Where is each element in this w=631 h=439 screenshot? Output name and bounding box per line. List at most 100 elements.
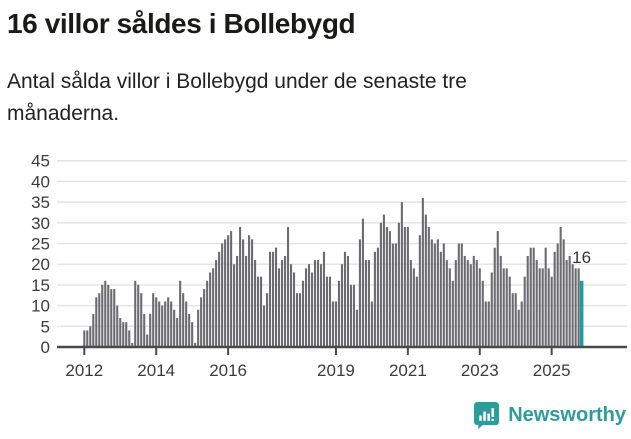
month-bar <box>544 247 547 347</box>
month-bar <box>511 293 514 347</box>
x-axis-tick-label: 2021 <box>389 361 427 380</box>
month-bar <box>221 243 224 347</box>
month-bar <box>86 330 89 347</box>
month-bar <box>182 293 185 347</box>
month-bar <box>260 276 263 347</box>
month-bar <box>331 301 335 347</box>
month-bar <box>149 313 152 347</box>
month-bar <box>337 280 341 347</box>
month-bar <box>532 247 535 347</box>
month-bar <box>346 255 349 347</box>
month-bar <box>191 322 194 347</box>
month-bar <box>161 305 164 347</box>
month-bar <box>322 251 326 347</box>
highlighted-month-bar <box>579 280 584 347</box>
month-bar <box>316 260 320 347</box>
month-bar <box>391 243 394 347</box>
month-bar <box>514 293 517 347</box>
month-bar <box>505 268 508 347</box>
month-bar <box>559 226 562 347</box>
month-bar <box>538 268 541 347</box>
month-bar <box>442 243 445 347</box>
month-bar <box>502 268 505 347</box>
month-bar <box>203 289 206 347</box>
month-bar <box>436 239 439 347</box>
month-bar <box>445 260 448 347</box>
month-bar <box>328 276 332 347</box>
month-bar <box>382 214 385 347</box>
month-bar <box>550 276 553 347</box>
month-bar <box>415 276 418 347</box>
month-bar <box>110 289 113 347</box>
month-bar <box>92 313 95 347</box>
month-bar <box>463 255 466 347</box>
month-bar <box>143 313 146 347</box>
chart-title: 16 villor såldes i Bollebygd <box>7 8 356 39</box>
month-bar <box>367 260 370 347</box>
month-bar <box>334 301 338 347</box>
month-bar <box>361 218 364 347</box>
month-bar <box>248 235 251 347</box>
y-axis-tick-label: 10 <box>31 297 50 316</box>
x-axis-tick-label: 2014 <box>137 361 175 380</box>
month-bar <box>313 260 317 347</box>
month-bar <box>257 276 260 347</box>
month-bar <box>116 305 119 347</box>
month-bar <box>370 301 373 347</box>
month-bar <box>577 268 580 347</box>
month-bar <box>113 289 116 347</box>
month-bar <box>352 284 355 347</box>
month-bar <box>481 280 484 347</box>
month-bar <box>298 293 302 347</box>
month-bar <box>541 268 544 347</box>
month-bar <box>376 247 379 347</box>
month-bar <box>140 293 143 347</box>
newsworthy-logo-text: Newsworthy <box>508 403 626 426</box>
y-axis-tick-label: 15 <box>31 276 50 295</box>
month-bar <box>373 251 376 347</box>
month-bar <box>496 231 499 347</box>
month-bar <box>274 247 278 347</box>
month-bar <box>406 226 409 347</box>
month-bar <box>349 284 352 347</box>
month-bar <box>179 280 182 347</box>
month-bar <box>319 264 323 347</box>
month-bar <box>218 251 221 347</box>
month-bar <box>125 322 128 347</box>
newsworthy-bubble-chart-icon <box>474 401 500 429</box>
month-bar <box>188 313 191 347</box>
month-bar <box>385 226 388 347</box>
month-bar <box>400 202 403 347</box>
month-bar <box>269 251 272 347</box>
month-bar <box>209 272 212 347</box>
month-bar <box>490 272 493 347</box>
month-bar <box>421 197 424 347</box>
month-bar <box>574 268 577 347</box>
y-axis-tick-label: 35 <box>31 193 50 212</box>
x-axis-tick-label: 2023 <box>461 361 499 380</box>
y-axis-tick-label: 5 <box>41 317 50 336</box>
month-bar <box>134 280 137 347</box>
month-bar <box>212 268 215 347</box>
month-bar <box>185 301 188 347</box>
month-bar <box>263 305 266 347</box>
month-bar <box>200 297 203 347</box>
month-bar <box>98 293 101 347</box>
month-bar <box>535 260 538 347</box>
month-bar <box>277 268 281 347</box>
month-bar <box>508 276 511 347</box>
month-bar <box>427 226 430 347</box>
month-bar <box>388 231 391 347</box>
month-bar <box>101 284 104 347</box>
month-bar <box>487 301 490 347</box>
month-bar <box>310 272 314 347</box>
month-bar <box>418 235 421 347</box>
month-bar <box>283 255 287 347</box>
y-axis-tick-label: 20 <box>31 255 50 274</box>
y-axis-tick-label: 30 <box>31 214 50 233</box>
month-bar <box>206 280 209 347</box>
month-bar <box>568 255 571 347</box>
x-axis-tick-label: 2025 <box>533 361 571 380</box>
